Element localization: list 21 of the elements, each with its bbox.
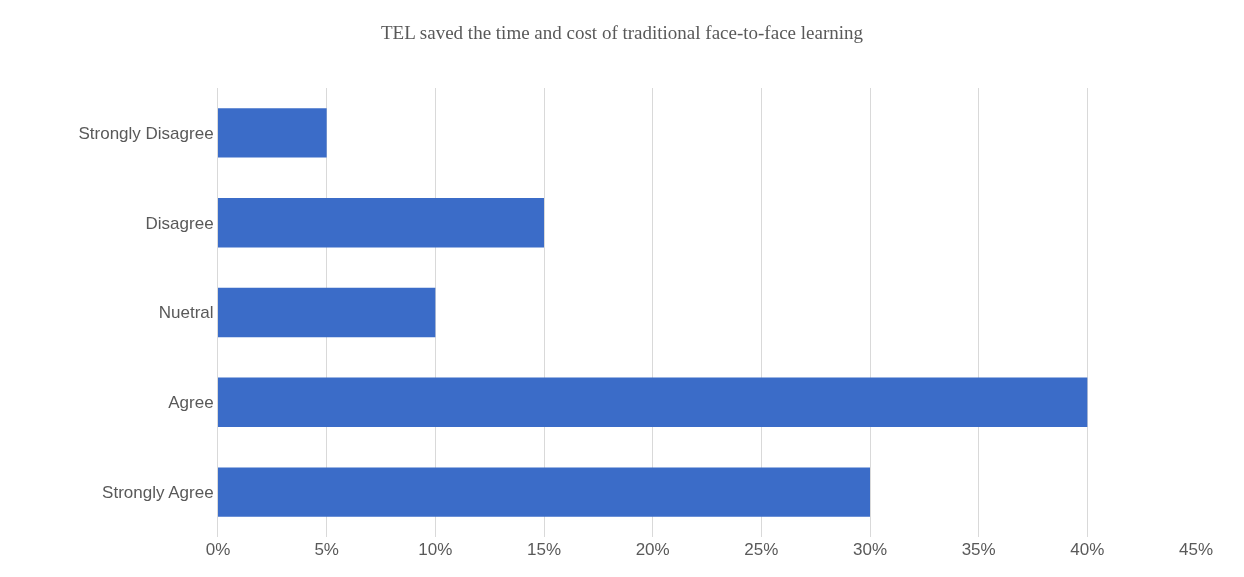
x-tick-label: 35%	[961, 540, 996, 559]
y-tick-label: Disagree	[145, 213, 214, 233]
x-tick-label: 45%	[1178, 540, 1214, 559]
y-tick-label: Strongly Agree	[102, 483, 214, 503]
chart-title: TEL saved the time and cost of traditional face-to-face learning	[381, 22, 864, 44]
y-tick-label: Strongly Disagree	[78, 123, 214, 143]
x-tick-label: 30%	[852, 540, 888, 559]
x-tick-label: 5%	[314, 540, 339, 559]
x-tick-label: 20%	[635, 540, 670, 559]
x-tick-label: 15%	[526, 540, 562, 559]
x-tick-label: 0%	[205, 540, 231, 559]
x-tick-label: 25%	[744, 540, 779, 559]
bar	[218, 108, 327, 158]
y-tick-label: Agree	[168, 393, 214, 413]
bar	[218, 467, 870, 517]
x-tick-label: 10%	[418, 540, 453, 559]
bar	[218, 287, 436, 338]
x-tick-label: 40%	[1070, 540, 1105, 559]
bar	[218, 198, 544, 248]
bar	[218, 377, 1088, 427]
y-tick-label: Nuetral	[158, 303, 214, 323]
